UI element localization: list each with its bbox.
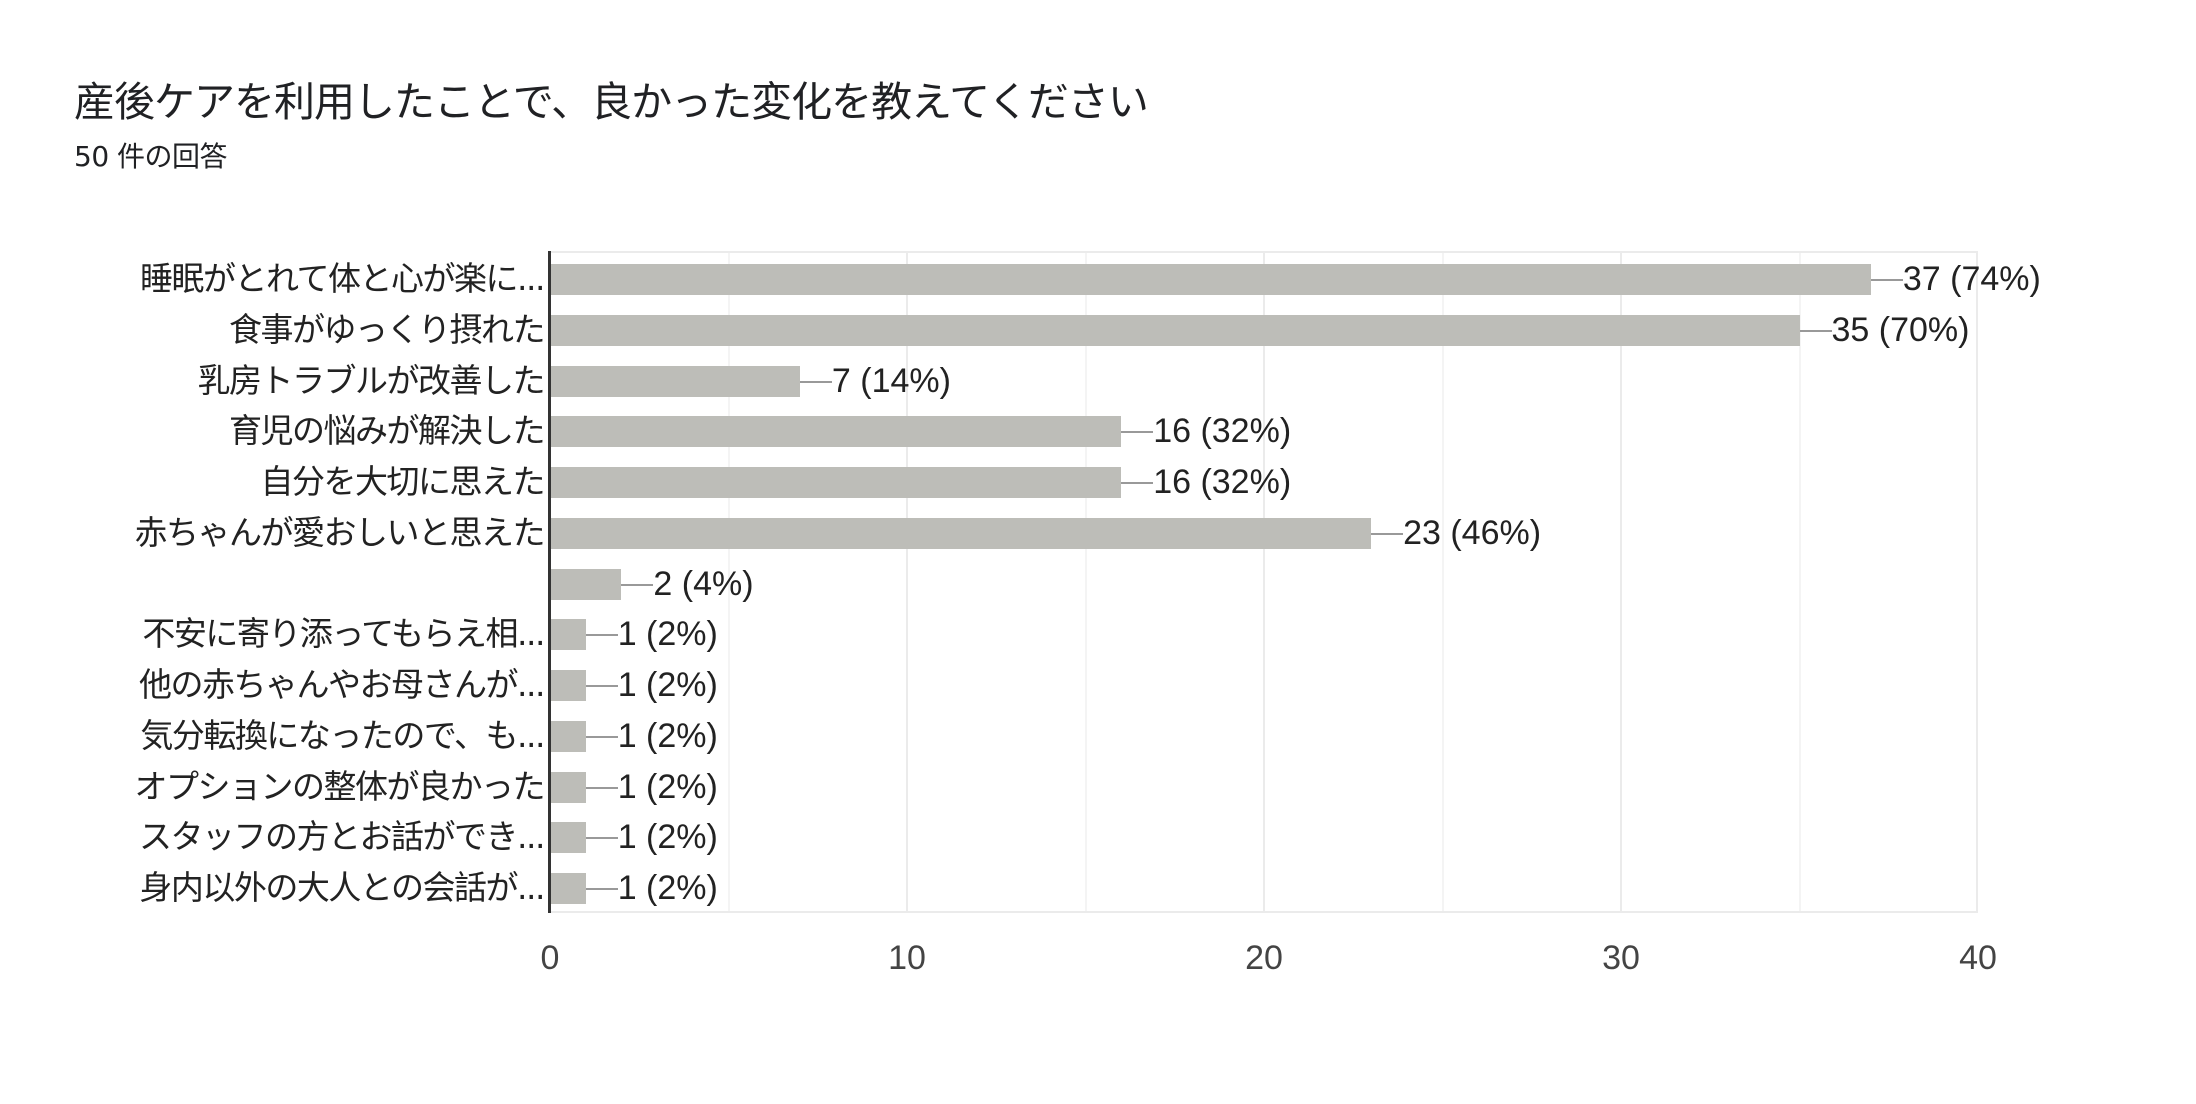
data-label: 1 (2%) [617, 869, 718, 907]
bar[interactable] [551, 771, 586, 803]
bar[interactable] [551, 314, 1800, 346]
data-label: 1 (2%) [617, 666, 718, 704]
data-label: 16 (32%) [1153, 463, 1292, 501]
category-label: 赤ちゃんが愛おしいと思えた [134, 512, 545, 552]
label-connector [621, 583, 654, 586]
bar[interactable] [551, 619, 586, 651]
bar[interactable] [551, 416, 1122, 448]
x-tick-label: 10 [888, 939, 926, 977]
data-label: 35 (70%) [1831, 310, 1970, 349]
label-connector [1799, 329, 1832, 332]
data-label: 1 (2%) [617, 716, 718, 755]
x-tick-label: 30 [1602, 939, 1640, 977]
label-connector [585, 735, 618, 738]
label-connector [585, 685, 618, 687]
x-tick-label: 40 [1959, 939, 1997, 977]
label-connector [585, 888, 618, 890]
bar[interactable] [551, 822, 586, 854]
category-label: 乳房トラブルが改善した [197, 360, 545, 400]
category-label: 不安に寄り添ってもらえ相... [142, 614, 544, 654]
category-label: 食事がゆっくり摂れた [229, 309, 544, 349]
category-label: 自分を大切に思えた [260, 462, 545, 501]
chart-title: 産後ケアを利用したことで、良かった変化を教えてください [74, 78, 1149, 126]
label-connector [1371, 532, 1404, 535]
category-label: オプションの整体が良かった [134, 766, 545, 806]
category-label: 睡眠がとれて体と心が楽に... [140, 259, 544, 298]
label-connector [1121, 482, 1154, 484]
gridline [1263, 253, 1265, 911]
category-label: 他の赤ちゃんやお母さんが... [139, 665, 544, 704]
data-label: 2 (4%) [653, 564, 754, 603]
gridline [1620, 253, 1622, 911]
response-count: 50 件の回答 [74, 140, 228, 173]
label-connector [1121, 431, 1154, 434]
data-label: 23 (46%) [1403, 513, 1542, 552]
bar[interactable] [551, 670, 586, 701]
bar[interactable] [551, 264, 1871, 295]
gridline [727, 253, 730, 911]
data-label: 1 (2%) [617, 818, 718, 857]
category-label: 気分転換になったので、も... [140, 715, 544, 755]
bar[interactable] [551, 568, 622, 600]
gridline [1084, 253, 1087, 911]
gridline [1798, 253, 1801, 911]
bar[interactable] [551, 467, 1122, 498]
y-axis-line [548, 251, 551, 913]
plot-area [550, 251, 1978, 913]
bar[interactable] [551, 517, 1372, 549]
label-connector [1870, 279, 1903, 281]
bar[interactable] [551, 720, 586, 752]
label-connector [799, 380, 832, 383]
data-label: 37 (74%) [1902, 260, 2041, 298]
data-label: 7 (14%) [831, 361, 951, 400]
bar[interactable] [551, 365, 800, 397]
x-tick-label: 0 [540, 939, 560, 977]
data-label: 16 (32%) [1153, 412, 1292, 451]
data-label: 1 (2%) [617, 767, 718, 806]
data-label: 1 (2%) [617, 615, 718, 654]
label-connector [585, 786, 618, 789]
label-connector [585, 837, 618, 840]
x-tick-label: 20 [1245, 939, 1283, 977]
gridline [906, 253, 908, 911]
bar[interactable] [551, 873, 586, 904]
category-label: スタッフの方とお話ができ... [139, 817, 544, 857]
gridline [1441, 253, 1444, 911]
category-label: 身内以外の大人との会話が... [139, 868, 544, 907]
label-connector [585, 634, 618, 637]
category-label: 育児の悩みが解決した [229, 411, 544, 451]
